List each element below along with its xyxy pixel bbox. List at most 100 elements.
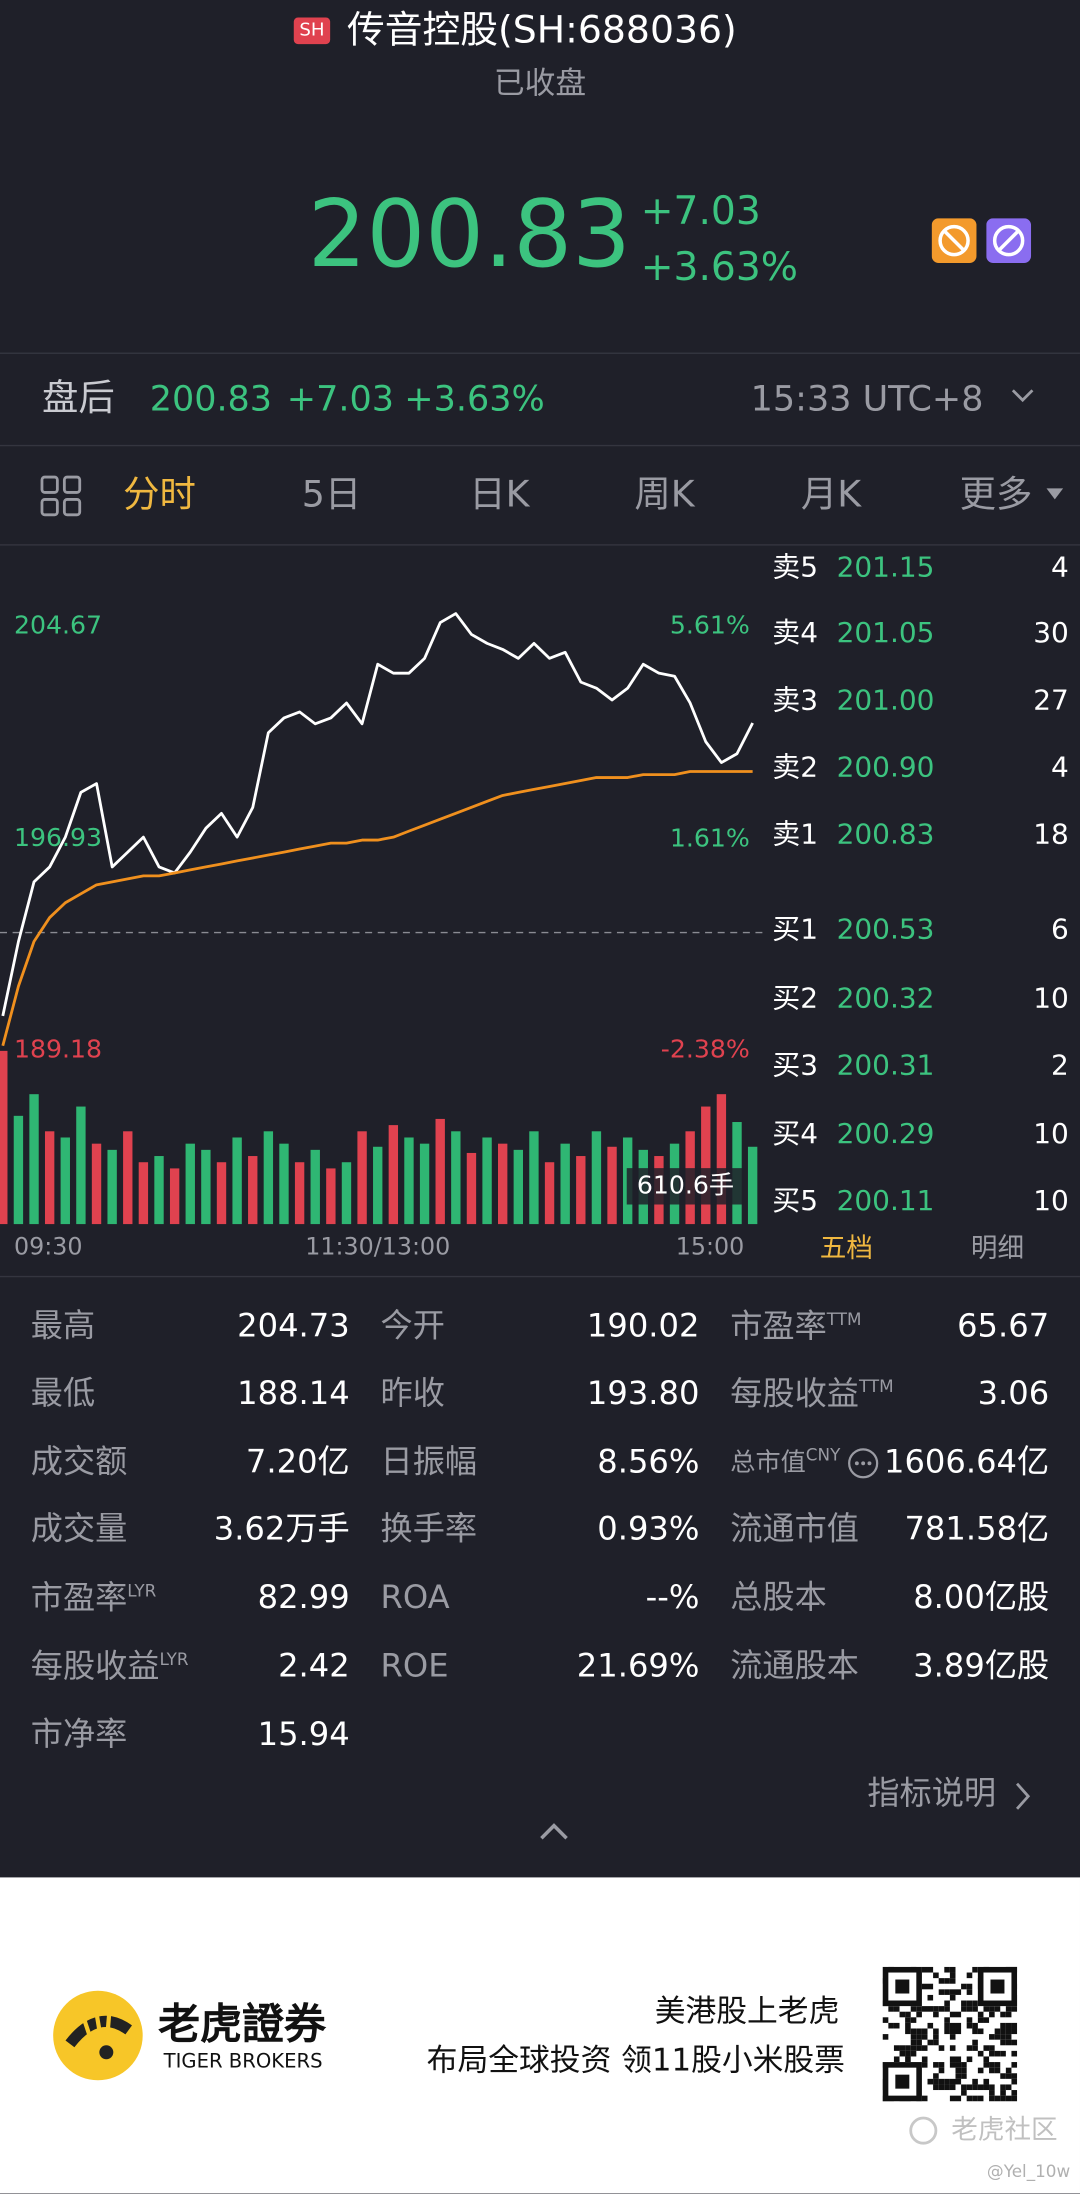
- stat-label-text: 总市值: [730, 1447, 806, 1478]
- brand-name: 老虎證券: [158, 2000, 326, 2050]
- volume-bar: [435, 1118, 445, 1225]
- icon-no-margin[interactable]: [986, 218, 1034, 266]
- volume-bar: [13, 1115, 24, 1225]
- order-qty: 10: [1033, 980, 1069, 1015]
- stat-label: 昨收: [380, 1375, 445, 1413]
- stat-label: 今开: [381, 1311, 445, 1344]
- market-badge: SH: [293, 17, 331, 45]
- stat-label: 市盈率TTM: [730, 1311, 861, 1344]
- stat-label-sup: CNY: [805, 1445, 841, 1465]
- stat-label-text: 市盈率: [30, 1580, 128, 1617]
- volume-tick-label: 610.6手: [637, 1170, 734, 1199]
- chart-tab[interactable]: 分时: [123, 474, 196, 517]
- indicator-help-link[interactable]: 指标说明: [867, 1775, 997, 1813]
- stat-value: 7.20亿: [245, 1444, 350, 1481]
- order-qty: 18: [1033, 816, 1069, 851]
- stat-label-text: 昨收: [380, 1375, 445, 1413]
- collapse-chevron[interactable]: [537, 1821, 571, 1841]
- volume-bar: [0, 1050, 8, 1225]
- link-chevron[interactable]: [1013, 1781, 1033, 1812]
- volume-bar: [76, 1106, 86, 1225]
- stat-value: 3.06: [977, 1375, 1050, 1413]
- y-tick-label: 189.18: [14, 1035, 102, 1064]
- volume-bar: [60, 1137, 70, 1225]
- chart-tab[interactable]: 5日: [301, 474, 362, 517]
- volume-bar: [248, 1156, 258, 1225]
- stat-label-text: ROE: [380, 1648, 449, 1686]
- stat-label-sup: TTM: [858, 1376, 894, 1397]
- price-change-pct: +3.63%: [640, 243, 798, 290]
- order-book-tab[interactable]: 五档: [819, 1233, 873, 1264]
- chart-tab[interactable]: 周K: [634, 474, 695, 517]
- stat-value: 193.80: [586, 1375, 700, 1413]
- stat-value: 8.00亿股: [913, 1580, 1050, 1617]
- chart-tab[interactable]: 日K: [469, 474, 530, 517]
- order-level: 卖3: [772, 682, 819, 717]
- average-line: [1, 770, 753, 1047]
- order-price: 200.90: [836, 749, 935, 784]
- after-hours-change-pct: +3.63%: [404, 378, 545, 419]
- stat-label-text: 流通市值: [730, 1511, 859, 1548]
- order-qty: 2: [1050, 1047, 1069, 1082]
- divider: [0, 1275, 1080, 1278]
- divider: [0, 544, 1080, 546]
- volume-bar: [357, 1131, 367, 1225]
- stat-value: 1606.64亿: [883, 1444, 1050, 1481]
- stat-value: 8.56%: [597, 1444, 700, 1481]
- icon-no-short[interactable]: [931, 218, 980, 266]
- stat-value: 188.14: [237, 1375, 350, 1413]
- order-book-tab[interactable]: 明细: [970, 1233, 1025, 1264]
- more-triangle[interactable]: [1046, 488, 1064, 502]
- stat-label: 每股收益LYR: [31, 1651, 189, 1684]
- grid-icon[interactable]: [39, 474, 84, 519]
- order-price: 200.53: [836, 912, 935, 946]
- info-icon[interactable]: [846, 1447, 880, 1481]
- volume-bar: [529, 1131, 539, 1225]
- stat-label: 最低: [31, 1378, 95, 1411]
- stat-value: 190.02: [586, 1308, 700, 1346]
- order-level: 卖5: [772, 549, 819, 584]
- y2-tick-label: -2.38%: [661, 1035, 750, 1064]
- volume-bar: [591, 1131, 602, 1225]
- chart-tab[interactable]: 更多: [959, 474, 1033, 517]
- order-price: 201.05: [836, 615, 935, 650]
- stat-value: 21.69%: [576, 1648, 700, 1686]
- order-level: 买2: [772, 980, 819, 1015]
- order-price: 201.00: [836, 682, 935, 717]
- volume-bar: [216, 1162, 227, 1225]
- volume-bar: [544, 1162, 555, 1225]
- order-level: 卖1: [772, 816, 819, 851]
- stat-label-text: 成交额: [30, 1444, 128, 1481]
- order-price: 201.15: [836, 549, 935, 584]
- chart-tab[interactable]: 月K: [800, 474, 862, 517]
- y-tick-label: 196.93: [14, 823, 102, 852]
- after-hours-time: 15:33 UTC+8: [750, 378, 984, 419]
- order-qty: 6: [1050, 912, 1069, 946]
- volume-bar: [294, 1162, 305, 1225]
- promo-line: 美港股上老虎: [654, 1994, 840, 2030]
- after-hours-label: 盘后: [41, 377, 115, 420]
- volume-bar: [576, 1156, 586, 1225]
- volume-bar: [388, 1125, 399, 1225]
- stat-label-text: ROA: [380, 1580, 450, 1617]
- stat-label-sup: TTM: [826, 1309, 862, 1330]
- volume-bar: [513, 1149, 524, 1225]
- stat-value: 781.58亿: [904, 1511, 1050, 1548]
- volume-bar: [123, 1131, 133, 1225]
- y-tick-label: 204.67: [14, 611, 102, 640]
- stat-label-text: 日振幅: [380, 1444, 478, 1481]
- order-level: 买1: [772, 912, 819, 946]
- dropdown-chevron[interactable]: [1010, 386, 1035, 406]
- stat-value: 2.42: [278, 1648, 350, 1686]
- order-level: 买5: [772, 1183, 819, 1218]
- stat-label-text: 流通股本: [730, 1648, 859, 1686]
- order-price: 200.32: [836, 980, 935, 1015]
- x-tick-label: 15:00: [676, 1232, 745, 1260]
- stat-label: ROA: [380, 1580, 450, 1617]
- stat-label: ROE: [381, 1651, 449, 1683]
- order-price: 200.31: [836, 1047, 935, 1082]
- volume-bar: [263, 1131, 274, 1225]
- order-level: 买3: [772, 1047, 819, 1082]
- volume-bar: [747, 1146, 758, 1225]
